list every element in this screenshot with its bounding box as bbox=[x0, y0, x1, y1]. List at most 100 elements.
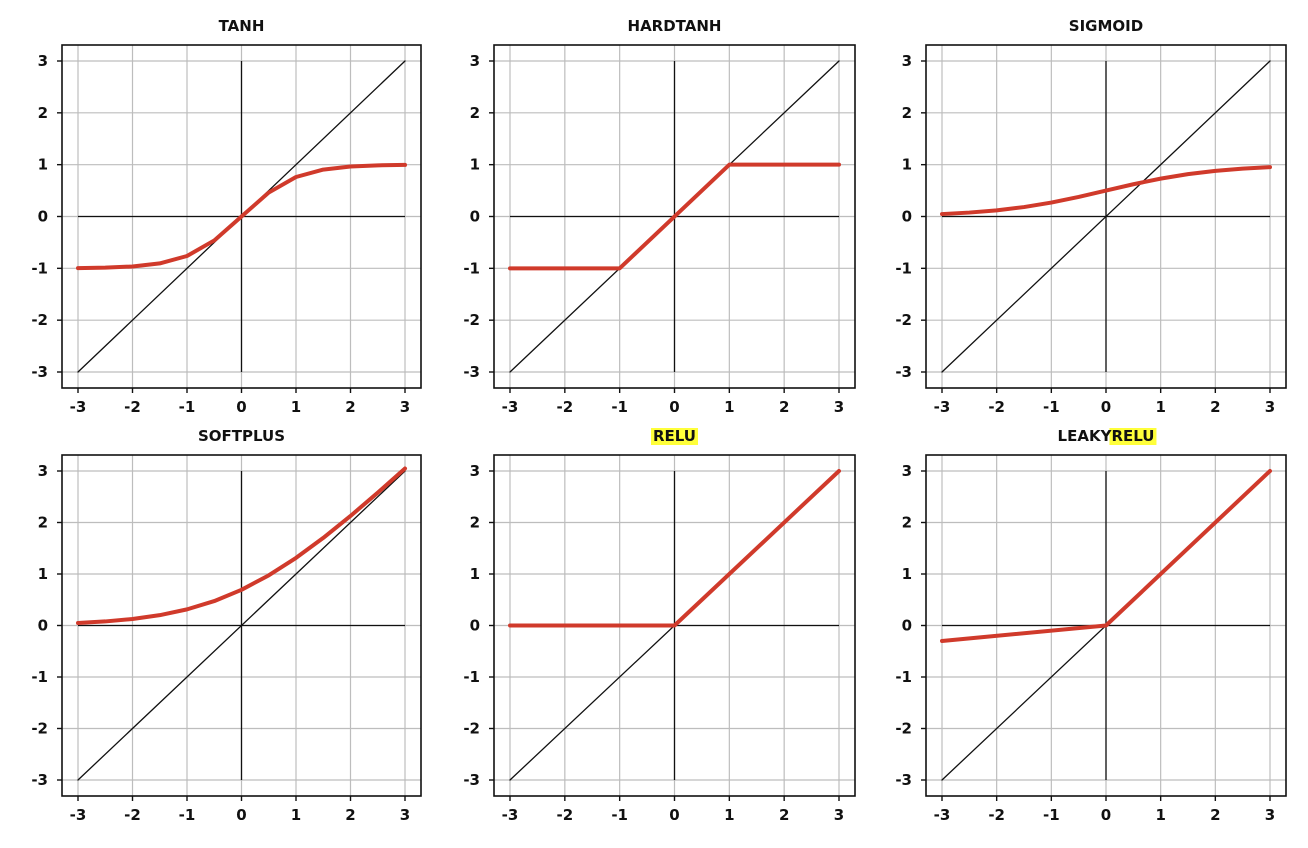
y-tick-label: -1 bbox=[895, 259, 912, 277]
y-tick-label: -1 bbox=[31, 668, 48, 686]
identity-reference-line bbox=[941, 60, 1271, 373]
title-highlight-mark bbox=[1109, 428, 1157, 445]
y-tick-label: 1 bbox=[470, 156, 480, 174]
activation-curve bbox=[940, 469, 1272, 643]
y-tick-label: -3 bbox=[895, 771, 912, 789]
y-tick-label: 0 bbox=[38, 208, 48, 226]
y-tick-label: -1 bbox=[463, 668, 480, 686]
y-tick-label: 2 bbox=[902, 104, 912, 122]
y-tick-label: 0 bbox=[902, 617, 912, 635]
y-tick-label: 0 bbox=[470, 617, 480, 635]
y-tick-label: -2 bbox=[895, 311, 912, 329]
x-tick-label: -3 bbox=[934, 398, 951, 416]
x-tick-label: -3 bbox=[934, 806, 951, 824]
title-part: LEAKY bbox=[1058, 427, 1113, 445]
x-tick-label: 3 bbox=[834, 806, 844, 824]
x-tick-label: -1 bbox=[179, 806, 196, 824]
x-tick-label: 2 bbox=[1210, 398, 1220, 416]
title-part: HARDTANH bbox=[628, 17, 722, 35]
y-tick-label: -2 bbox=[463, 311, 480, 329]
x-tick-label: -1 bbox=[1043, 398, 1060, 416]
y-tick-label: 0 bbox=[38, 617, 48, 635]
x-tick-label: -2 bbox=[124, 806, 141, 824]
x-tick-label: 0 bbox=[669, 398, 679, 416]
x-tick-label: -3 bbox=[70, 806, 87, 824]
y-tick-label: -2 bbox=[31, 311, 48, 329]
chart-panel-4: -3 -2 -1 0 1 2 3 3 2 1 0 -1 -2 -3 SOFTPLUS bbox=[31, 427, 422, 824]
y-tick-label: 2 bbox=[902, 514, 912, 532]
activation-curve bbox=[940, 165, 1272, 217]
chart-title: SIGMOID bbox=[1069, 17, 1143, 35]
chart-panel-3: -3 -2 -1 0 1 2 3 3 2 1 0 -1 -2 -3 SIGMOID bbox=[895, 17, 1287, 416]
x-tick-label: 3 bbox=[1265, 398, 1275, 416]
x-tick-label: 1 bbox=[291, 806, 301, 824]
x-tick-label: -2 bbox=[556, 398, 573, 416]
y-tick-label: 1 bbox=[902, 565, 912, 583]
x-tick-label: 2 bbox=[345, 806, 355, 824]
x-tick-label: -1 bbox=[1043, 806, 1060, 824]
x-tick-label: 1 bbox=[1155, 398, 1165, 416]
title-part: SIGMOID bbox=[1069, 17, 1143, 35]
title-highlight-mark bbox=[650, 428, 699, 445]
y-tick-label: 2 bbox=[470, 104, 480, 122]
chart-panel-2: -3 -2 -1 0 1 2 3 3 2 1 0 -1 -2 -3 HARDTANH bbox=[463, 17, 856, 416]
x-tick-label: -2 bbox=[988, 806, 1005, 824]
y-tick-label: -3 bbox=[463, 363, 480, 381]
chart-panel-6: -3 -2 -1 0 1 2 3 3 2 1 0 -1 -2 -3 LEAKYRELU bbox=[895, 427, 1287, 824]
activation-curve bbox=[508, 469, 841, 628]
x-tick-label: -3 bbox=[502, 398, 519, 416]
x-tick-label: 2 bbox=[345, 398, 355, 416]
x-tick-label: 0 bbox=[236, 398, 246, 416]
x-tick-label: -1 bbox=[179, 398, 196, 416]
chart-title: SOFTPLUS bbox=[198, 427, 285, 445]
y-tick-label: 2 bbox=[38, 514, 48, 532]
y-tick-label: 3 bbox=[470, 52, 480, 70]
y-tick-label: -2 bbox=[463, 720, 480, 738]
y-tick-label: 1 bbox=[38, 156, 48, 174]
y-tick-label: 1 bbox=[38, 565, 48, 583]
x-tick-label: -2 bbox=[988, 398, 1005, 416]
y-tick-label: 3 bbox=[902, 462, 912, 480]
chart-title: TANH bbox=[219, 17, 265, 35]
chart-title: RELU bbox=[653, 427, 696, 445]
activation-curve bbox=[76, 466, 407, 625]
x-tick-label: 1 bbox=[291, 398, 301, 416]
x-tick-label: 2 bbox=[779, 398, 789, 416]
chart-title: HARDTANH bbox=[628, 17, 722, 35]
y-tick-label: 0 bbox=[902, 208, 912, 226]
x-tick-label: 3 bbox=[1265, 806, 1275, 824]
y-tick-label: -1 bbox=[895, 668, 912, 686]
x-tick-label: 1 bbox=[1155, 806, 1165, 824]
x-tick-label: -1 bbox=[611, 398, 628, 416]
y-tick-label: 0 bbox=[470, 208, 480, 226]
title-highlighted-part: RELU bbox=[1111, 427, 1154, 445]
y-tick-label: 3 bbox=[470, 462, 480, 480]
y-tick-label: -2 bbox=[31, 720, 48, 738]
y-tick-label: -1 bbox=[463, 259, 480, 277]
y-tick-label: -3 bbox=[895, 363, 912, 381]
activation-curve bbox=[76, 162, 407, 271]
y-tick-label: 2 bbox=[470, 514, 480, 532]
x-tick-label: -2 bbox=[124, 398, 141, 416]
title-part: SOFTPLUS bbox=[198, 427, 285, 445]
y-tick-label: 2 bbox=[38, 104, 48, 122]
y-tick-label: 3 bbox=[902, 52, 912, 70]
y-tick-label: -2 bbox=[895, 720, 912, 738]
title-highlighted-part: RELU bbox=[653, 427, 696, 445]
x-tick-label: 1 bbox=[724, 806, 734, 824]
x-tick-label: 1 bbox=[724, 398, 734, 416]
y-tick-label: -3 bbox=[31, 363, 48, 381]
identity-reference-line bbox=[77, 470, 406, 781]
y-tick-label: 3 bbox=[38, 462, 48, 480]
x-tick-label: -3 bbox=[502, 806, 519, 824]
y-tick-label: -3 bbox=[463, 771, 480, 789]
x-tick-label: 3 bbox=[400, 806, 410, 824]
title-part: TANH bbox=[219, 17, 265, 35]
x-tick-label: 0 bbox=[1101, 806, 1111, 824]
chart-title: LEAKYRELU bbox=[1058, 427, 1155, 445]
y-tick-label: -3 bbox=[31, 771, 48, 789]
x-tick-label: -3 bbox=[70, 398, 87, 416]
x-tick-label: 3 bbox=[834, 398, 844, 416]
x-tick-label: 0 bbox=[236, 806, 246, 824]
